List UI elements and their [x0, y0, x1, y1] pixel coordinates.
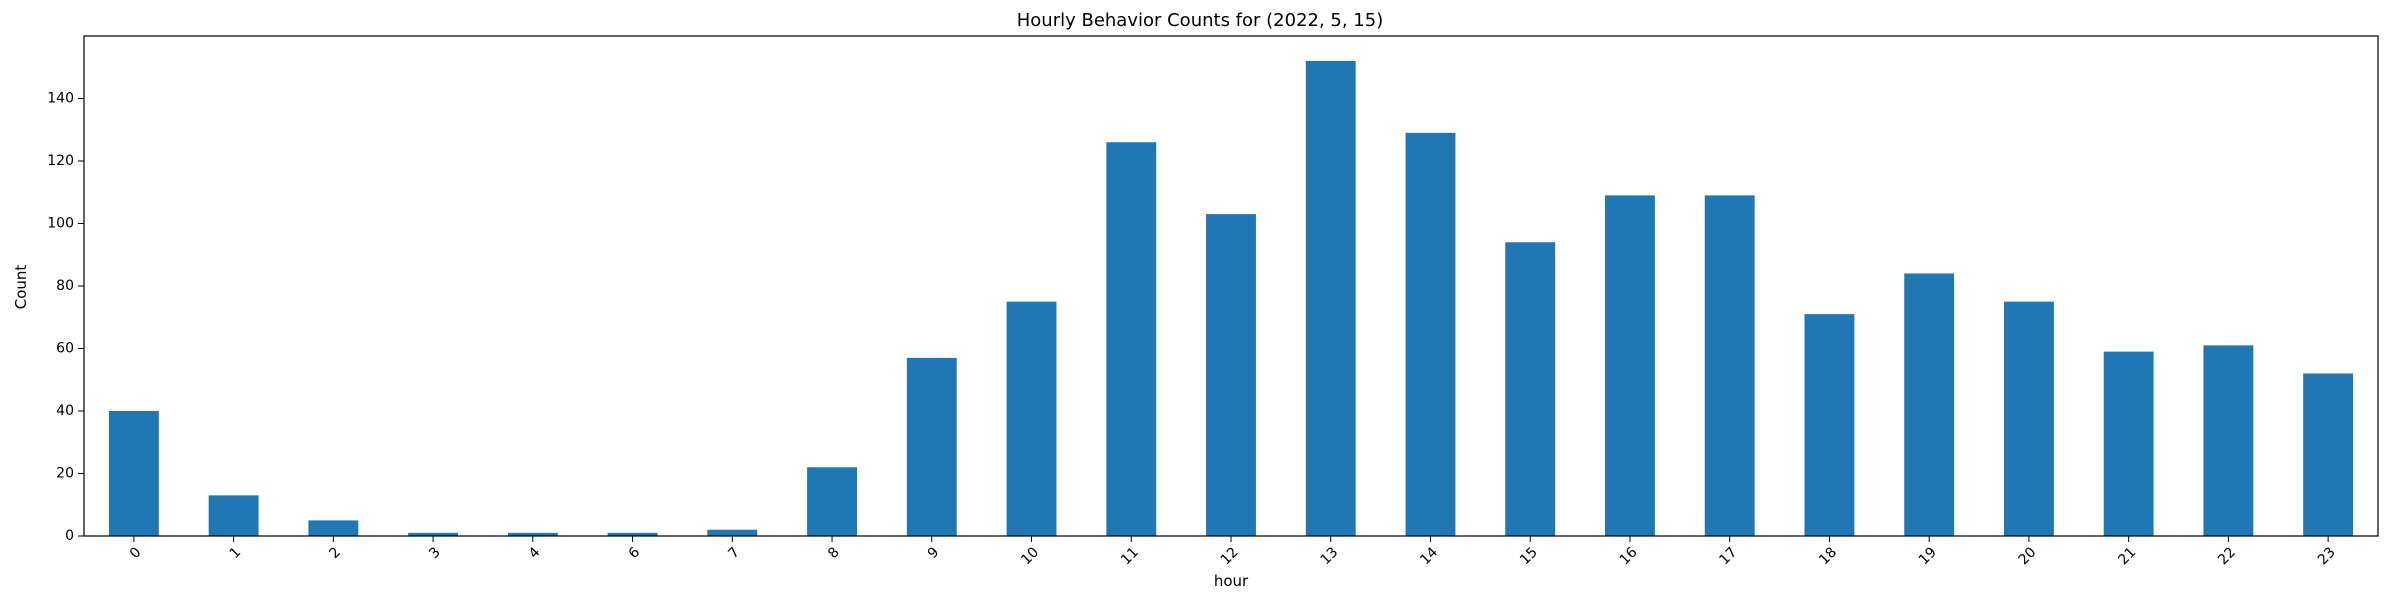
y-tick-label: 100 [47, 216, 74, 232]
x-tick-label: 20 [2016, 544, 2040, 568]
bar-hour-7 [707, 529, 758, 536]
bar-hour-1 [208, 495, 259, 536]
bar-hour-14 [1405, 132, 1456, 536]
x-tick-label: 7 [725, 544, 743, 562]
bar-hour-20 [2003, 301, 2054, 536]
y-tick-label: 0 [65, 528, 74, 544]
y-tick-label: 40 [56, 403, 74, 419]
x-tick-label: 23 [2315, 544, 2339, 568]
x-tick-label: 3 [426, 544, 444, 562]
x-tick-label: 21 [2115, 544, 2139, 568]
x-tick-label: 6 [626, 544, 644, 562]
bar-hour-11 [1106, 142, 1157, 536]
bar-hour-3 [408, 532, 459, 536]
y-tick-label: 60 [56, 341, 74, 357]
x-tick-label: 4 [526, 544, 544, 562]
bar-hour-22 [2203, 345, 2254, 536]
x-tick-label: 16 [1617, 544, 1641, 568]
bar-hour-23 [2303, 373, 2354, 536]
x-tick-label: 10 [1018, 544, 1042, 568]
bar-hour-19 [1904, 273, 1955, 536]
bar-hour-0 [108, 411, 159, 536]
bar-hour-21 [2103, 351, 2154, 536]
x-tick-label: 18 [1816, 544, 1840, 568]
y-tick-label: 20 [56, 466, 74, 482]
bar-hour-13 [1305, 61, 1356, 536]
x-tick-label: 11 [1118, 544, 1142, 568]
x-tick-label: 14 [1417, 544, 1441, 568]
bar-hour-15 [1505, 242, 1556, 536]
x-tick-label: 1 [227, 544, 245, 562]
bar-hour-10 [1006, 301, 1057, 536]
y-axis-label: Count [12, 265, 30, 310]
y-tick-label: 120 [47, 153, 74, 169]
bar-hour-17 [1704, 195, 1755, 536]
bar-hour-4 [507, 532, 558, 536]
x-axis: 0 1 2 3 4 6 7 8 9 10 11 12 13 14 15 16 17 18 19 20 21 22 23 [127, 536, 2339, 568]
bar-hour-6 [607, 532, 658, 536]
x-tick-label: 2 [326, 544, 344, 562]
bar-hour-18 [1804, 314, 1855, 536]
bar-hour-9 [906, 357, 957, 536]
bars-layer [108, 61, 2354, 536]
y-tick-label: 140 [47, 91, 74, 107]
x-tick-label: 17 [1716, 544, 1740, 568]
x-tick-label: 19 [1916, 544, 1940, 568]
x-tick-label: 15 [1517, 544, 1541, 568]
x-axis-label: hour [1214, 572, 1249, 590]
x-tick-label: 0 [127, 544, 145, 562]
x-tick-label: 8 [825, 544, 843, 562]
x-tick-label: 9 [925, 544, 943, 562]
y-tick-label: 80 [56, 278, 74, 294]
x-tick-label: 12 [1218, 544, 1242, 568]
x-tick-label: 22 [2215, 544, 2239, 568]
bar-hour-8 [807, 467, 857, 536]
y-axis: 0 20 40 60 80 100 120 140 [47, 91, 84, 544]
x-tick-label: 13 [1317, 544, 1341, 568]
chart-title: Hourly Behavior Counts for (2022, 5, 15) [1017, 10, 1384, 31]
bar-hour-2 [308, 520, 359, 536]
bar-hour-16 [1605, 195, 1655, 536]
plot-frame [83, 35, 2379, 537]
bar-hour-12 [1206, 214, 1256, 536]
